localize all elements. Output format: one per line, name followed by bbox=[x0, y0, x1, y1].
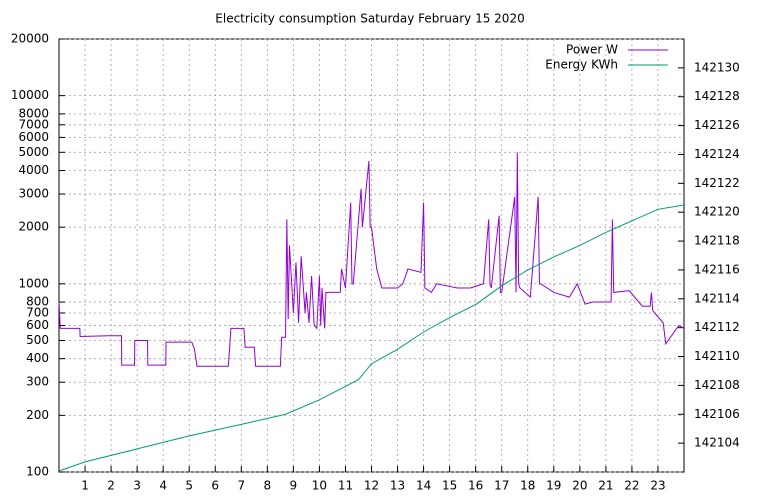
y-tick-label: 100 bbox=[26, 465, 49, 479]
legend-label: Power W bbox=[566, 43, 618, 57]
y2-tick-label: 142112 bbox=[694, 320, 740, 334]
x-tick-label: 23 bbox=[650, 479, 665, 493]
x-tick-label: 21 bbox=[598, 479, 613, 493]
y2-tick-label: 142114 bbox=[694, 291, 740, 305]
y-tick-label: 10000 bbox=[11, 88, 49, 102]
y2-tick-label: 142126 bbox=[694, 118, 740, 132]
x-tick-label: 8 bbox=[264, 479, 272, 493]
y-tick-label: 2000 bbox=[18, 220, 49, 234]
y-tick-label: 4000 bbox=[18, 163, 49, 177]
y-tick-label: 20000 bbox=[11, 32, 49, 46]
series-line bbox=[58, 152, 685, 367]
series-line bbox=[58, 204, 685, 472]
y2-tick-label: 142108 bbox=[694, 378, 740, 392]
y2-tick-label: 142118 bbox=[694, 234, 740, 248]
x-tick-label: 18 bbox=[520, 479, 535, 493]
x-tick-label: 5 bbox=[185, 479, 193, 493]
x-tick-label: 11 bbox=[338, 479, 353, 493]
y-tick-label: 800 bbox=[26, 295, 49, 309]
y-tick-label: 6000 bbox=[18, 130, 49, 144]
x-tick-label: 1 bbox=[81, 479, 89, 493]
y2-tick-label: 142104 bbox=[694, 436, 740, 450]
x-tick-label: 12 bbox=[364, 479, 379, 493]
y-tick-label: 7000 bbox=[18, 117, 49, 131]
x-tick-label: 19 bbox=[546, 479, 561, 493]
y2-tick-label: 142116 bbox=[694, 262, 740, 276]
x-tick-label: 22 bbox=[624, 479, 639, 493]
y-tick-label: 300 bbox=[26, 375, 49, 389]
x-tick-label: 3 bbox=[133, 479, 141, 493]
x-tick-label: 13 bbox=[390, 479, 405, 493]
y-tick-label: 500 bbox=[26, 333, 49, 347]
x-tick-label: 15 bbox=[442, 479, 457, 493]
y2-tick-label: 142128 bbox=[694, 89, 740, 103]
legend-label: Energy KWh bbox=[545, 58, 618, 72]
chart-title: Electricity consumption Saturday Februar… bbox=[215, 12, 524, 26]
x-tick-label: 20 bbox=[572, 479, 587, 493]
x-tick-label: 14 bbox=[416, 479, 431, 493]
x-tick-label: 6 bbox=[211, 479, 219, 493]
x-tick-label: 7 bbox=[237, 479, 245, 493]
y2-tick-label: 142120 bbox=[694, 205, 740, 219]
y2-tick-label: 142106 bbox=[694, 407, 740, 421]
y2-tick-label: 142130 bbox=[694, 60, 740, 74]
y-tick-label: 5000 bbox=[18, 145, 49, 159]
y-tick-label: 700 bbox=[26, 305, 49, 319]
x-tick-label: 4 bbox=[159, 479, 167, 493]
x-tick-label: 16 bbox=[468, 479, 483, 493]
y-tick-label: 600 bbox=[26, 318, 49, 332]
y-tick-label: 1000 bbox=[18, 276, 49, 290]
y2-tick-label: 142110 bbox=[694, 349, 740, 363]
y-tick-label: 200 bbox=[26, 408, 49, 422]
x-tick-label: 10 bbox=[312, 479, 327, 493]
x-tick-label: 2 bbox=[107, 479, 115, 493]
x-tick-label: 9 bbox=[290, 479, 298, 493]
x-tick-label: 17 bbox=[494, 479, 509, 493]
y2-tick-label: 142122 bbox=[694, 176, 740, 190]
y-tick-label: 3000 bbox=[18, 187, 49, 201]
y-tick-label: 8000 bbox=[18, 106, 49, 120]
y2-tick-label: 142124 bbox=[694, 147, 740, 161]
y-tick-label: 400 bbox=[26, 351, 49, 365]
